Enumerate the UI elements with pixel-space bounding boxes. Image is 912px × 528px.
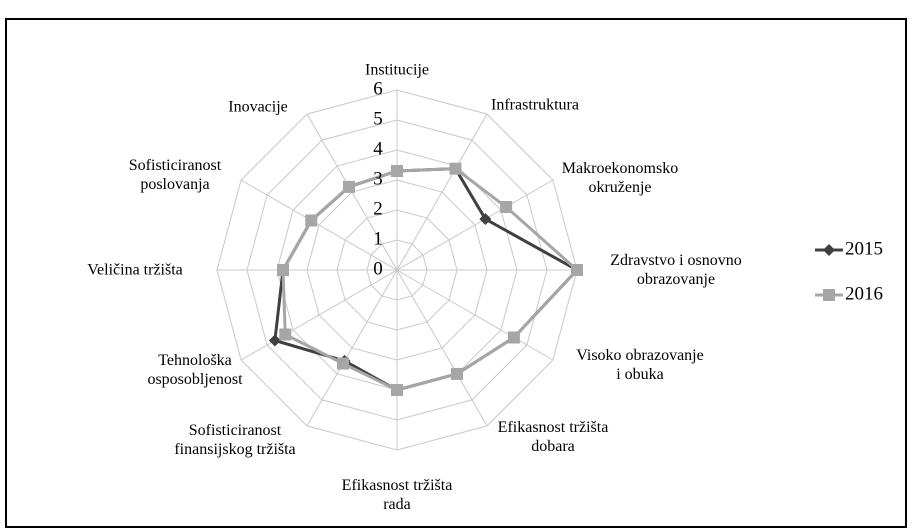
marker xyxy=(391,384,403,396)
spoke xyxy=(396,113,488,271)
tick-label: 3 xyxy=(373,168,383,189)
category-label: Zdravstvo i osnovno obrazovanje xyxy=(610,252,742,288)
tick-label: 6 xyxy=(373,78,383,99)
legend-label: 2015 xyxy=(845,238,883,259)
marker xyxy=(305,214,318,227)
marker xyxy=(268,334,281,347)
marker xyxy=(451,367,463,380)
marker xyxy=(391,165,403,177)
category-label: Veličina tržišta xyxy=(87,261,183,279)
legend-label: 2016 xyxy=(845,283,883,304)
marker xyxy=(823,289,835,301)
spoke xyxy=(240,179,398,271)
spoke xyxy=(396,269,554,361)
spoke xyxy=(396,269,488,427)
spoke xyxy=(396,179,554,271)
marker xyxy=(507,331,520,344)
category-label: Infrastruktura xyxy=(491,96,579,114)
marker xyxy=(343,180,355,193)
category-label: Sofisticiranost finansijskog tržišta xyxy=(174,422,296,458)
tick-label: 2 xyxy=(373,198,383,219)
series-line xyxy=(281,167,580,392)
category-label: Efikasnost tržišta dobara xyxy=(497,419,609,455)
marker xyxy=(279,328,292,341)
tick-label: 5 xyxy=(373,108,383,129)
tick-label: 0 xyxy=(373,258,383,279)
spoke xyxy=(306,269,398,427)
tick-label: 1 xyxy=(373,228,383,249)
marker xyxy=(823,244,835,256)
marker xyxy=(277,264,289,276)
spoke xyxy=(240,269,398,361)
tick-label: 4 xyxy=(373,138,383,159)
category-label: Institucije xyxy=(365,61,429,79)
marker xyxy=(500,201,513,213)
category-label: Tehnološka osposobljenost xyxy=(147,352,243,388)
marker xyxy=(449,162,462,175)
marker xyxy=(571,264,583,276)
category-label: Makroekonomsko okruženje xyxy=(561,160,679,196)
category-label: Sofisticiranost poslovanja xyxy=(128,157,222,193)
marker xyxy=(479,213,492,225)
category-label: Inovacije xyxy=(228,98,288,116)
category-label: Efikasnost tržišta rada xyxy=(341,477,453,513)
marker xyxy=(337,357,349,370)
category-label: Visoko obrazovanje i obuka xyxy=(576,347,704,383)
